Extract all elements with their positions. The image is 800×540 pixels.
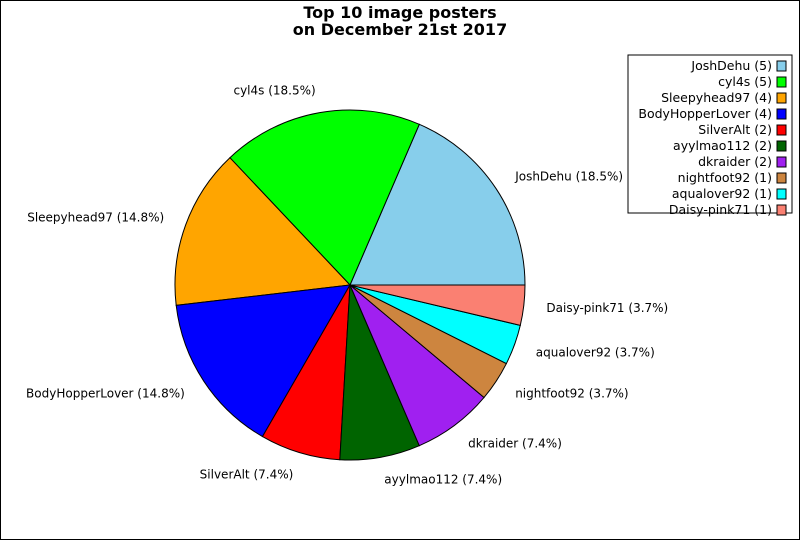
pie-slice-Daisy-pink71 <box>349 284 526 326</box>
legend-label-nightfoot92: nightfoot92 (1) <box>678 170 772 185</box>
pie-slice-BodyHopperLover <box>175 284 351 438</box>
pie-slice-cyl4s <box>229 109 420 286</box>
legend-swatch-cyl4s <box>776 76 787 88</box>
slice-label-Sleepyhead97: Sleepyhead97 (14.8%) <box>27 210 164 224</box>
pie-labels: JoshDehu (18.5%) cyl4s (18.5%) Sleepyhead9… <box>26 83 668 486</box>
legend-label-dkraider: dkraider (2) <box>698 154 772 169</box>
pie-slice-JoshDehu <box>349 123 526 286</box>
slice-label-SilverAlt: SilverAlt (7.4%) <box>200 467 294 481</box>
legend-swatch-SilverAlt <box>776 124 787 136</box>
legend-swatch-dkraider <box>776 156 787 168</box>
legend-label-SilverAlt: SilverAlt (2) <box>698 122 772 137</box>
slice-label-cyl4s: cyl4s (18.5%) <box>233 83 315 97</box>
chart-title-line-1: Top 10 image posters <box>303 3 496 22</box>
legend-label-cyl4s: cyl4s (5) <box>718 74 772 89</box>
slice-label-aqualover92: aqualover92 (3.7%) <box>536 346 655 360</box>
legend-label-aqualover92: aqualover92 (1) <box>672 186 772 201</box>
legend-swatch-BodyHopperLover <box>776 108 787 120</box>
slice-label-dkraider: dkraider (7.4%) <box>468 437 562 451</box>
legend-label-JoshDehu: JoshDehu (5) <box>690 58 772 73</box>
legend-swatch-aqualover92 <box>776 188 787 200</box>
slice-label-ayylmao112: ayylmao112 (7.4%) <box>384 473 502 487</box>
slice-label-Daisy-pink71: Daisy-pink71 (3.7%) <box>546 301 668 315</box>
slice-label-JoshDehu: JoshDehu (18.5%) <box>514 169 623 183</box>
legend-swatch-Daisy-pink71 <box>776 204 787 216</box>
legend-label-Sleepyhead97: Sleepyhead97 (4) <box>661 90 772 105</box>
legend-swatch-JoshDehu <box>776 60 787 72</box>
legend-swatch-ayylmao112 <box>776 140 787 152</box>
legend-swatch-nightfoot92 <box>776 172 787 184</box>
slice-label-nightfoot92: nightfoot92 (3.7%) <box>515 387 628 401</box>
slice-label-BodyHopperLover: BodyHopperLover (14.8%) <box>26 387 185 401</box>
legend-label-Daisy-pink71: Daisy-pink71 (1) <box>669 202 772 217</box>
legend-label-ayylmao112: ayylmao112 (2) <box>673 138 772 153</box>
legend-label-BodyHopperLover: BodyHopperLover (4) <box>638 106 772 121</box>
pie-slice-Sleepyhead97 <box>174 157 352 306</box>
legend-box <box>627 54 793 214</box>
legend-swatch-Sleepyhead97 <box>776 92 787 104</box>
legend: JoshDehu (5)cyl4s (5)Sleepyhead97 (4)Bod… <box>627 54 793 217</box>
chart-title-line-2: on December 21st 2017 <box>293 20 507 39</box>
pie-slices <box>174 109 526 461</box>
